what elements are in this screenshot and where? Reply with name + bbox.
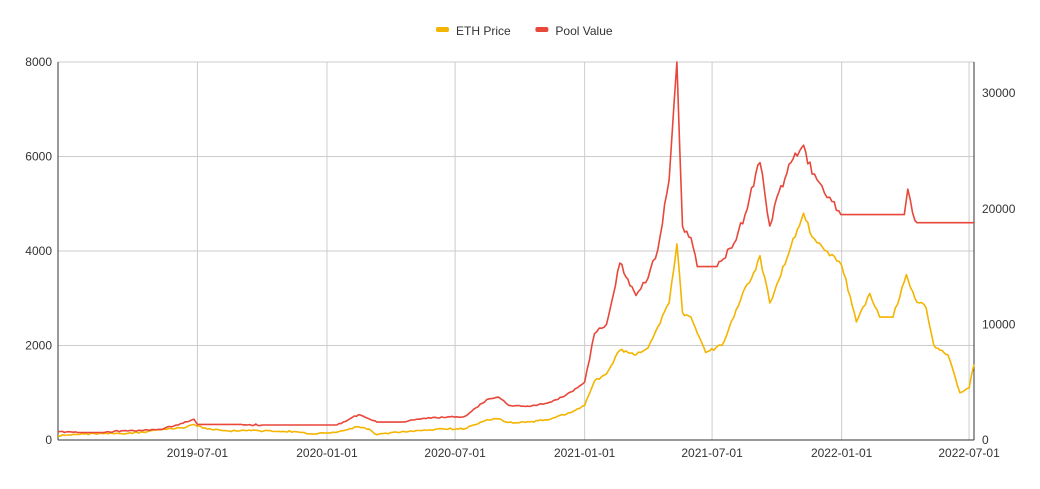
left-tick-label: 2000	[25, 339, 52, 353]
right-tick-label: 10000	[982, 317, 1016, 331]
series-line-pool-value	[57, 61, 974, 434]
left-tick-label: 6000	[25, 150, 52, 164]
x-tick-label: 2021-01-01	[554, 446, 616, 460]
left-tick-label: 4000	[25, 244, 52, 258]
series-lines	[57, 61, 975, 437]
legend-swatch-eth-price	[436, 27, 449, 32]
x-tick-label: 2020-01-01	[296, 446, 358, 460]
x-tick-label: 2022-01-01	[811, 446, 873, 460]
legend-label-eth-price: ETH Price	[456, 24, 511, 38]
left-tick-label: 8000	[25, 55, 52, 69]
legend: ETH Price Pool Value	[436, 24, 613, 38]
legend-label-pool-value: Pool Value	[555, 24, 612, 38]
right-tick-label: 30000	[982, 86, 1016, 100]
x-tick-label: 2021-07-01	[681, 446, 743, 460]
right-tick-label: 20000	[982, 202, 1016, 216]
legend-swatch-pool-value	[535, 27, 549, 32]
x-tick-label: 2022-07-01	[938, 446, 1000, 460]
x-tick-label: 2019-07-01	[167, 446, 229, 460]
right-tick-label: 0	[982, 433, 989, 447]
x-tick-label: 2020-07-01	[424, 446, 486, 460]
grid-lines	[58, 61, 974, 441]
series-line-eth-price	[57, 212, 975, 437]
axes: 0 2000 4000 6000 8000 2019-07-01 2020-01-01 202…	[25, 55, 1015, 460]
left-tick-label: 0	[45, 433, 52, 447]
